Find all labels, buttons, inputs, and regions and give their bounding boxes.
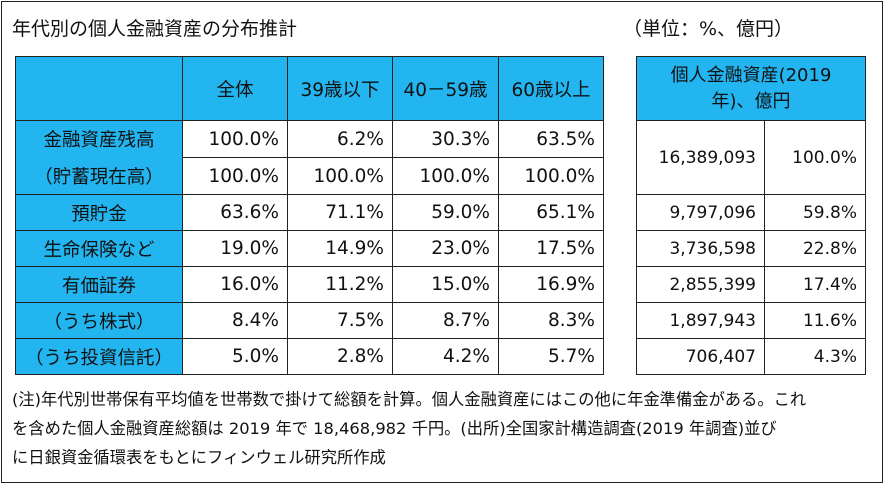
table-row: 有価証券 16.0% 11.2% 15.0% 16.9% [15,266,604,303]
cell-value: 100.0% [182,157,288,195]
header-under39: 39歳以下 [287,56,393,121]
cell-value: 5.0% [182,338,288,375]
assets-amount: 1,897,943 [636,302,765,339]
assets-amount: 9,797,096 [636,194,765,231]
header-40-59: 40－59歳 [392,56,499,121]
cell-value: 8.7% [392,302,499,339]
table-row: 9,797,096 59.8% [636,194,866,231]
assets-share: 22.8% [764,230,866,267]
footnote: (注)年代別世帯保有平均値を世帯数で掛けて総額を計算。個人金融資産にはこの他に年… [12,385,874,472]
row-label: 有価証券 [15,266,183,303]
cell-value: 100.0% [498,157,604,195]
table-row: 16,389,093 100.0% [636,120,866,195]
footnote-line: を含めた個人金融資産総額は 2019 年で 18,468,982 千円。(出所)… [12,419,777,438]
cell-value: 2.8% [287,338,393,375]
assets-amount: 706,407 [636,338,765,375]
table-row: （うち株式） 8.4% 7.5% 8.7% 8.3% [15,302,604,339]
assets-amount: 3,736,598 [636,230,765,267]
cell-value: 100.0% [392,157,499,195]
cell-value: 71.1% [287,194,393,231]
table-row: 1,897,943 11.6% [636,302,866,339]
table-row: 生命保険など 19.0% 14.9% 23.0% 17.5% [15,230,604,267]
table-row: 706,407 4.3% [636,338,866,375]
row-label: （貯蓄現在高） [15,157,183,195]
footnote-line: に日銀資金循環表をもとにフィンウェル研究所作成 [12,448,386,467]
assets-share: 4.3% [764,338,866,375]
cell-value: 6.2% [287,120,393,158]
assets-share: 100.0% [764,120,866,195]
cell-value: 14.9% [287,230,393,267]
table-row: 金融資産残高 100.0% 6.2% 30.3% 63.5% [15,120,604,158]
header-over60: 60歳以上 [498,56,604,121]
age-distribution-table: 全体 39歳以下 40－59歳 60歳以上 金融資産残高 100.0% 6.2%… [15,56,604,375]
cell-value: 8.3% [498,302,604,339]
table-row: 3,736,598 22.8% [636,230,866,267]
cell-value: 23.0% [392,230,499,267]
table-row: （うち投資信託） 5.0% 2.8% 4.2% 5.7% [15,338,604,375]
assets-share: 59.8% [764,194,866,231]
assets-share: 11.6% [764,302,866,339]
assets-header-line2: 年)、億円 [711,90,791,112]
cell-value: 63.6% [182,194,288,231]
cell-value: 17.5% [498,230,604,267]
assets-amount: 16,389,093 [636,120,765,195]
cell-value: 16.9% [498,266,604,303]
row-label: （うち投資信託） [15,338,183,375]
unit-label: （単位：%、億円） [623,18,794,40]
footnote-line: (注)年代別世帯保有平均値を世帯数で掛けて総額を計算。個人金融資産にはこの他に年… [12,390,807,409]
cell-value: 63.5% [498,120,604,158]
row-label: 金融資産残高 [15,120,183,158]
cell-value: 100.0% [287,157,393,195]
cell-value: 30.3% [392,120,499,158]
cell-value: 7.5% [287,302,393,339]
assets-header: 個人金融資産(2019 年)、億円 [636,56,866,121]
figure-title: 年代別の個人金融資産の分布推計 [12,18,298,40]
cell-value: 65.1% [498,194,604,231]
assets-share: 17.4% [764,266,866,303]
header-blank [15,56,183,121]
cell-value: 15.0% [392,266,499,303]
table-row: 2,855,399 17.4% [636,266,866,303]
table-row: （貯蓄現在高） 100.0% 100.0% 100.0% 100.0% [15,157,604,195]
cell-value: 11.2% [287,266,393,303]
assets-amount: 2,855,399 [636,266,765,303]
header-total: 全体 [182,56,288,121]
cell-value: 16.0% [182,266,288,303]
personal-financial-assets-table: 個人金融資産(2019 年)、億円 16,389,093 100.0% 9,79… [636,56,866,375]
cell-value: 8.4% [182,302,288,339]
row-label: 生命保険など [15,230,183,267]
cell-value: 100.0% [182,120,288,158]
row-label: （うち株式） [15,302,183,339]
row-label: 預貯金 [15,194,183,231]
table-row: 預貯金 63.6% 71.1% 59.0% 65.1% [15,194,604,231]
cell-value: 5.7% [498,338,604,375]
assets-header-line1: 個人金融資産(2019 [670,64,832,86]
cell-value: 59.0% [392,194,499,231]
cell-value: 4.2% [392,338,499,375]
cell-value: 19.0% [182,230,288,267]
